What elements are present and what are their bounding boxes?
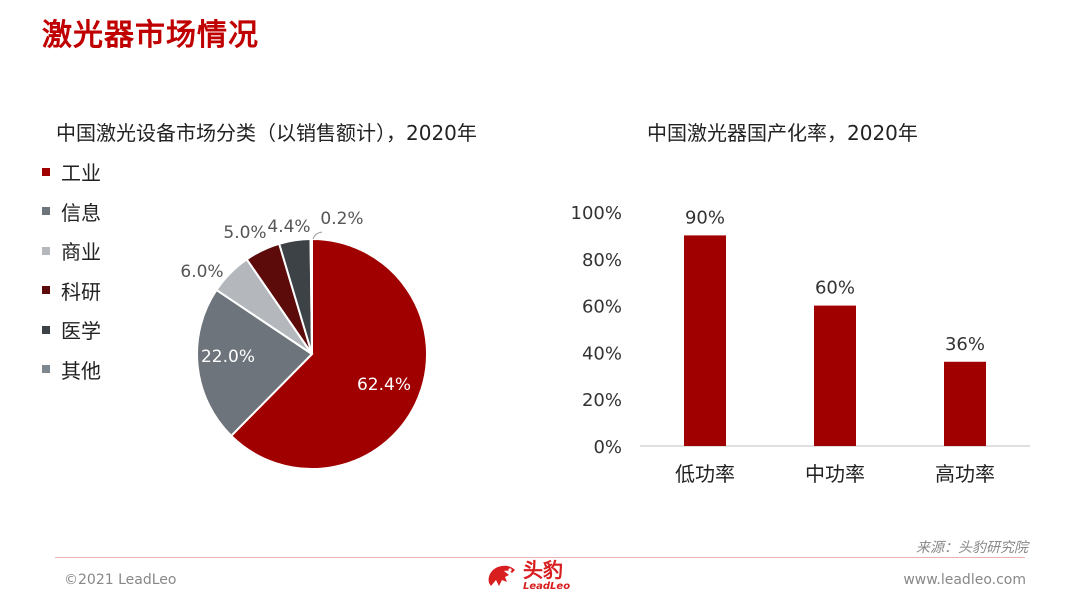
legend-label: 商业 bbox=[61, 240, 101, 265]
bar-data-label: 90% bbox=[685, 207, 725, 228]
legend-item: 科研 bbox=[42, 271, 101, 311]
pie-data-label: 5.0% bbox=[223, 223, 266, 243]
legend-swatch bbox=[42, 286, 50, 295]
legend-item: 信息 bbox=[42, 192, 101, 232]
pie-slice bbox=[196, 288, 314, 438]
legend-swatch bbox=[42, 246, 50, 255]
source-note: 来源：头豹研究院 bbox=[916, 540, 1028, 556]
y-tick-label: 60% bbox=[582, 297, 622, 318]
legend-swatch bbox=[42, 365, 50, 374]
bar bbox=[814, 305, 856, 446]
bar bbox=[684, 235, 726, 446]
legend-label: 工业 bbox=[61, 161, 101, 186]
legend-label: 其他 bbox=[61, 358, 101, 383]
bar-chart-title: 中国激光器国产化率，2020年 bbox=[647, 121, 918, 145]
legend-label: 信息 bbox=[61, 200, 101, 225]
pie-data-label: 4.4% bbox=[267, 217, 310, 237]
legend-swatch bbox=[42, 167, 50, 176]
x-tick-label: 低功率 bbox=[675, 462, 735, 486]
leadleo-logo: 头豹 LeadLeo bbox=[485, 560, 570, 592]
y-tick-label: 100% bbox=[571, 203, 622, 224]
logo-en-text: LeadLeo bbox=[523, 581, 571, 592]
pie-chart-title: 中国激光设备市场分类（以销售额计），2020年 bbox=[56, 121, 477, 145]
pie-data-label: 22.0% bbox=[201, 347, 255, 367]
x-tick-label: 中功率 bbox=[805, 462, 865, 486]
website-url: www.leadleo.com bbox=[903, 572, 1026, 588]
leopard-logo-icon bbox=[488, 565, 515, 586]
pie-data-label: 62.4% bbox=[357, 375, 411, 395]
x-tick-label: 高功率 bbox=[935, 462, 995, 486]
copyright: ©2021 LeadLeo bbox=[64, 572, 177, 588]
page-title: 激光器市场情况 bbox=[42, 18, 259, 53]
footer-divider bbox=[55, 557, 1025, 558]
bar-data-label: 36% bbox=[945, 334, 985, 355]
bar-data-label: 60% bbox=[815, 278, 855, 299]
legend-item: 工业 bbox=[42, 152, 101, 192]
logo-cn-text: 头豹 bbox=[523, 558, 563, 582]
pie-slice bbox=[309, 237, 313, 355]
pie-data-label: 0.2% bbox=[320, 209, 363, 229]
y-tick-label: 80% bbox=[582, 250, 622, 271]
bar bbox=[944, 361, 986, 446]
pie-slice bbox=[229, 237, 428, 470]
legend-item: 其他 bbox=[42, 350, 101, 390]
legend-label: 医学 bbox=[61, 319, 101, 344]
legend-label: 科研 bbox=[61, 279, 101, 304]
pie-leader-line bbox=[312, 231, 323, 240]
legend-item: 医学 bbox=[42, 310, 101, 350]
y-tick-label: 40% bbox=[582, 343, 622, 364]
legend-swatch bbox=[42, 207, 50, 216]
pie-legend: 工业信息商业科研医学其他 bbox=[42, 152, 101, 389]
pie-data-label: 6.0% bbox=[180, 262, 223, 282]
y-tick-label: 0% bbox=[593, 437, 622, 458]
y-tick-label: 20% bbox=[582, 390, 622, 411]
legend-item: 商业 bbox=[42, 231, 101, 271]
legend-swatch bbox=[42, 325, 50, 334]
